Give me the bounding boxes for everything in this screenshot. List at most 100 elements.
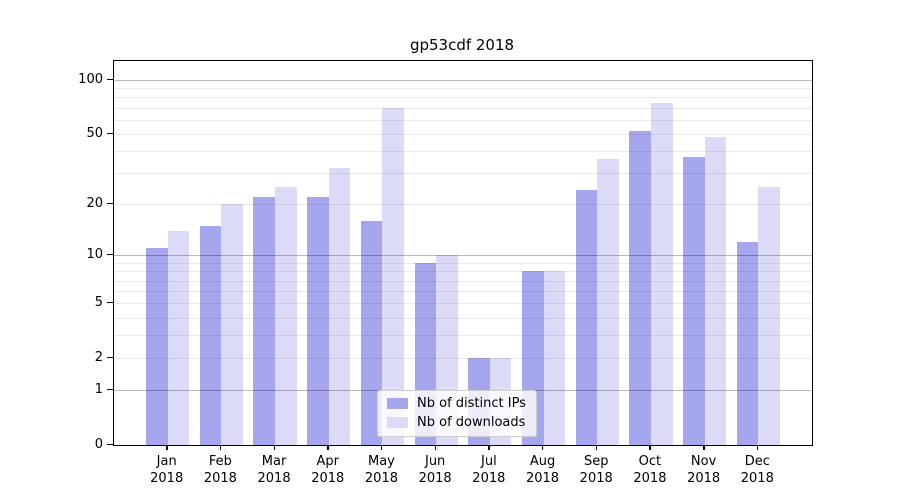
x-tick-label: Jul 2018	[454, 453, 524, 487]
x-tick-month: Aug	[529, 454, 556, 469]
x-tick-mark	[166, 445, 168, 451]
x-tick-label: Sep 2018	[561, 453, 631, 487]
bar-downloads	[275, 187, 297, 445]
x-tick-month: Jan	[156, 454, 177, 469]
gridline-minor	[114, 280, 812, 282]
y-tick-mark	[107, 202, 113, 205]
x-tick-month: Sep	[583, 454, 609, 469]
x-tick-label: Aug 2018	[508, 453, 578, 487]
x-tick-label: Jun 2018	[400, 453, 470, 487]
x-tick-mark	[488, 445, 490, 451]
x-tick-label: Dec 2018	[722, 453, 792, 487]
legend-entry-distinct-ips: Nb of distinct IPs	[387, 396, 526, 411]
x-tick-month: Feb	[208, 454, 232, 469]
x-tick-mark	[756, 445, 759, 451]
x-tick-mark	[649, 445, 651, 451]
x-tick-label: Apr 2018	[293, 453, 363, 487]
bar-downloads	[382, 107, 405, 445]
bar-downloads	[328, 168, 351, 445]
bar-downloads	[758, 187, 780, 445]
x-tick-mark	[327, 445, 329, 451]
bar-distinct-ips	[253, 197, 276, 445]
x-tick-year: 2018	[418, 471, 452, 486]
x-tick-mark	[219, 445, 222, 451]
gridline-minor	[114, 271, 812, 273]
x-tick-month: Nov	[690, 454, 717, 469]
legend-swatch-distinct-ips	[387, 398, 408, 409]
bar-downloads	[221, 204, 243, 445]
chart-title: gp53cdf 2018	[409, 36, 515, 54]
x-tick-year: 2018	[525, 471, 560, 486]
bar-distinct-ips	[146, 248, 168, 445]
gridline-minor	[114, 335, 812, 337]
x-tick-year: 2018	[364, 471, 398, 486]
x-tick-month: Oct	[638, 454, 662, 469]
x-tick-mark	[542, 445, 544, 451]
x-tick-mark	[703, 445, 705, 451]
gridline-minor	[114, 358, 812, 360]
bar-downloads	[597, 159, 619, 445]
x-tick-year: 2018	[579, 471, 613, 486]
x-tick-year: 2018	[203, 471, 237, 486]
x-tick-year: 2018	[633, 471, 667, 486]
gridline-minor	[114, 134, 812, 136]
x-tick-month: Mar	[261, 454, 287, 469]
bar-distinct-ips	[629, 131, 651, 445]
plot-area	[113, 60, 813, 446]
bar-downloads	[704, 137, 727, 445]
x-tick-month: Jun	[424, 454, 446, 469]
y-tick-label: 10	[86, 247, 103, 263]
gridline-minor	[114, 204, 812, 206]
bar-distinct-ips	[307, 197, 329, 445]
bar-distinct-ips	[736, 242, 759, 445]
x-tick-year: 2018	[257, 471, 291, 486]
gridline-minor	[114, 262, 812, 264]
gridline-minor	[114, 173, 812, 175]
y-tick-mark	[107, 301, 113, 304]
x-tick-year: 2018	[311, 471, 345, 486]
y-tick-mark	[107, 78, 113, 80]
y-tick-label: 5	[94, 295, 103, 311]
x-tick-label: Nov 2018	[669, 453, 739, 487]
y-tick-label: 1	[94, 382, 103, 398]
y-tick-label: 20	[86, 196, 103, 212]
x-tick-mark	[595, 445, 598, 451]
x-tick-month: Dec	[744, 454, 770, 469]
gridline-major	[114, 255, 812, 257]
x-tick-mark	[273, 445, 275, 451]
legend: Nb of distinct IPs Nb of downloads	[377, 390, 537, 437]
gridline-minor	[114, 151, 812, 153]
legend-entry-downloads: Nb of downloads	[387, 415, 526, 430]
x-tick-label: Mar 2018	[239, 453, 309, 487]
x-tick-month: Jul	[481, 454, 497, 469]
bar-downloads	[167, 230, 190, 445]
y-tick-mark	[107, 443, 113, 445]
y-tick-label: 2	[94, 350, 103, 366]
y-tick-mark	[107, 132, 113, 134]
bar-distinct-ips	[360, 220, 383, 445]
gridline-minor	[114, 97, 812, 99]
y-tick-mark	[107, 253, 113, 256]
legend-label-distinct-ips: Nb of distinct IPs	[417, 396, 526, 411]
gridline-major	[114, 80, 812, 81]
y-tick-label: 100	[78, 72, 103, 87]
y-tick-mark	[107, 356, 113, 358]
gridline-minor	[114, 303, 812, 305]
legend-swatch-downloads	[387, 417, 408, 428]
bar-downloads	[650, 102, 673, 445]
x-tick-mark	[380, 445, 383, 451]
x-tick-year: 2018	[687, 471, 721, 486]
x-tick-label: May 2018	[346, 453, 416, 487]
x-tick-label: Jan 2018	[132, 453, 202, 487]
x-tick-year: 2018	[150, 471, 184, 486]
y-tick-label: 50	[86, 126, 103, 142]
gridline-minor	[114, 107, 812, 109]
bar-distinct-ips	[575, 190, 598, 445]
x-tick-label: Feb 2018	[185, 453, 255, 487]
x-tick-year: 2018	[472, 471, 506, 486]
gridline-minor	[114, 291, 812, 293]
gridline-minor	[114, 88, 812, 90]
gridline-minor	[114, 119, 812, 121]
x-tick-label: Oct 2018	[615, 453, 685, 487]
